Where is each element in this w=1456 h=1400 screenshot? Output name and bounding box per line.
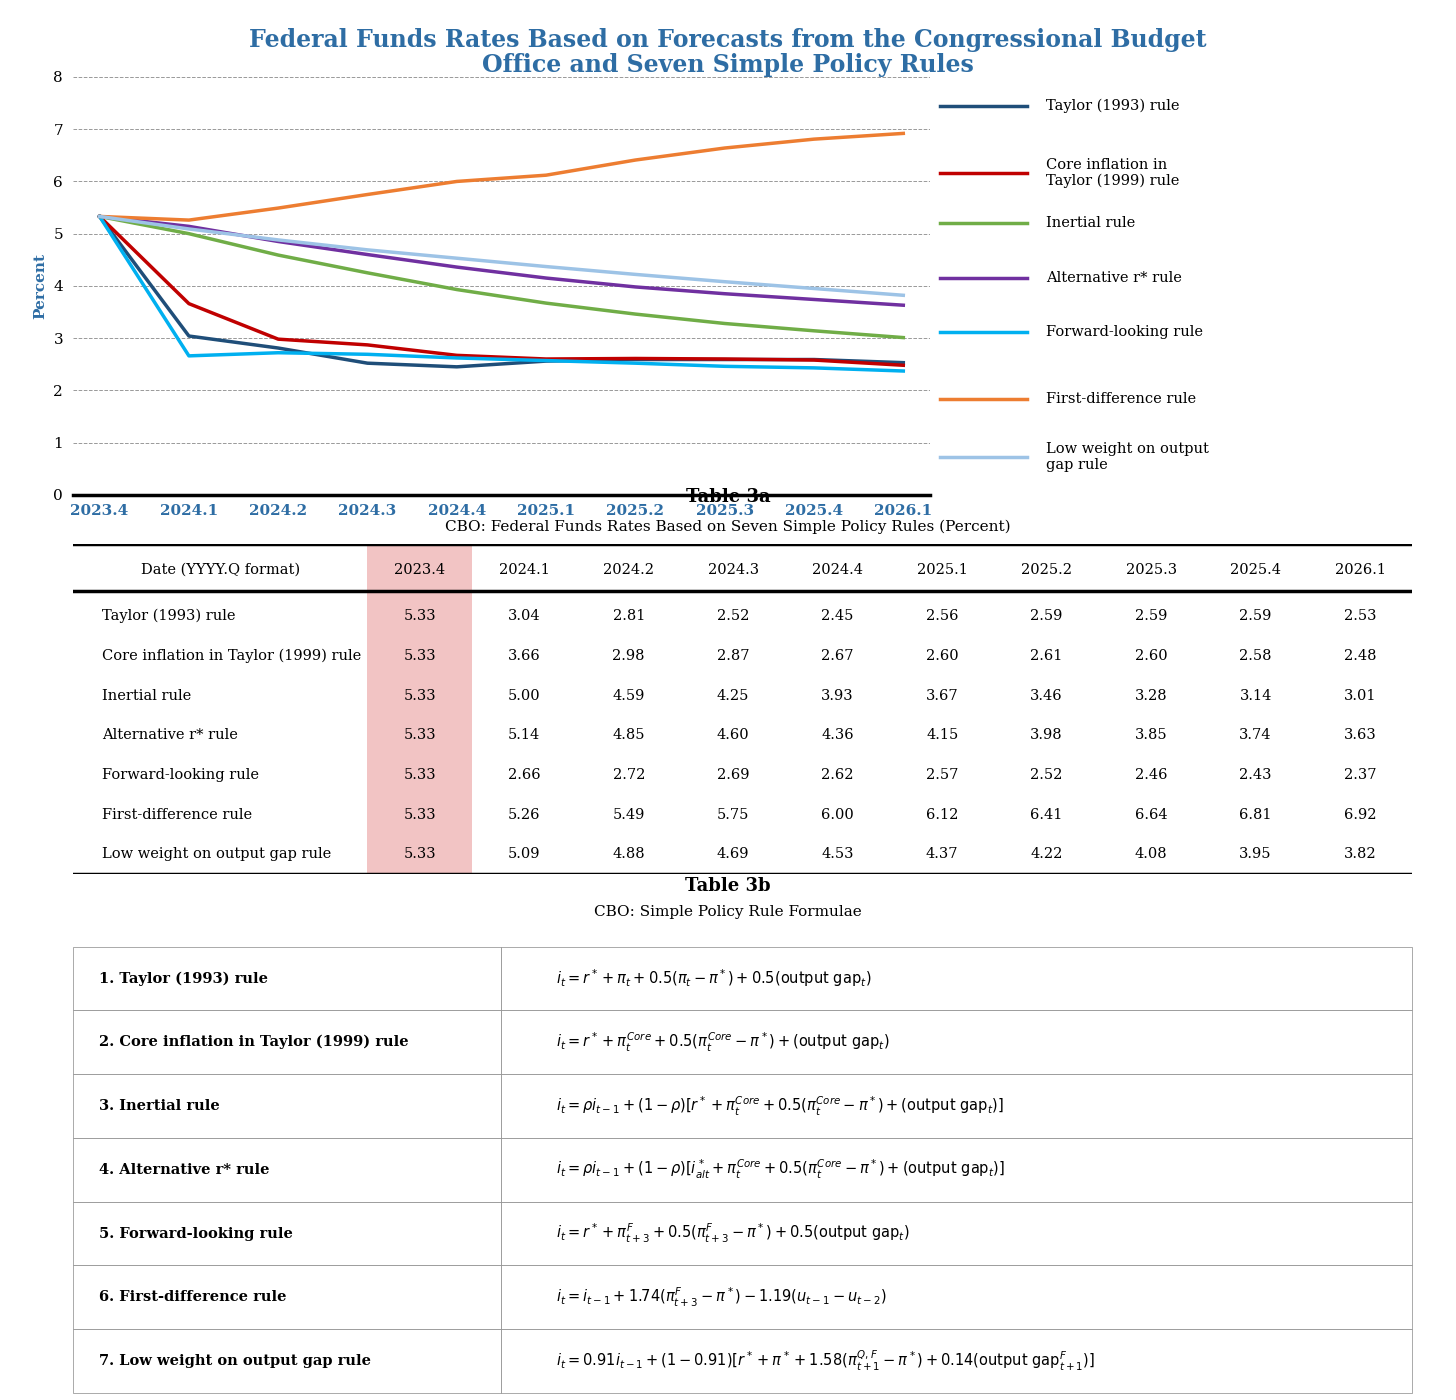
Text: Forward-looking rule: Forward-looking rule xyxy=(1045,325,1203,339)
Y-axis label: Percent: Percent xyxy=(33,253,48,319)
Text: Inertial rule: Inertial rule xyxy=(1045,216,1136,230)
Text: Low weight on output
gap rule: Low weight on output gap rule xyxy=(1045,442,1208,472)
Text: Alternative r* rule: Alternative r* rule xyxy=(1045,270,1182,284)
Text: Federal Funds Rates Based on Forecasts from the Congressional Budget: Federal Funds Rates Based on Forecasts f… xyxy=(249,28,1207,52)
Text: Taylor (1993) rule: Taylor (1993) rule xyxy=(1045,99,1179,113)
Text: First-difference rule: First-difference rule xyxy=(1045,392,1195,406)
Text: CBO: Federal Funds Rates Based on Seven Simple Policy Rules (Percent): CBO: Federal Funds Rates Based on Seven … xyxy=(446,519,1010,533)
Text: CBO: Simple Policy Rule Formulae: CBO: Simple Policy Rule Formulae xyxy=(594,904,862,918)
Text: Table 3a: Table 3a xyxy=(686,487,770,505)
Text: Office and Seven Simple Policy Rules: Office and Seven Simple Policy Rules xyxy=(482,53,974,77)
Text: Core inflation in
Taylor (1999) rule: Core inflation in Taylor (1999) rule xyxy=(1045,158,1179,189)
Text: Table 3b: Table 3b xyxy=(686,876,770,895)
